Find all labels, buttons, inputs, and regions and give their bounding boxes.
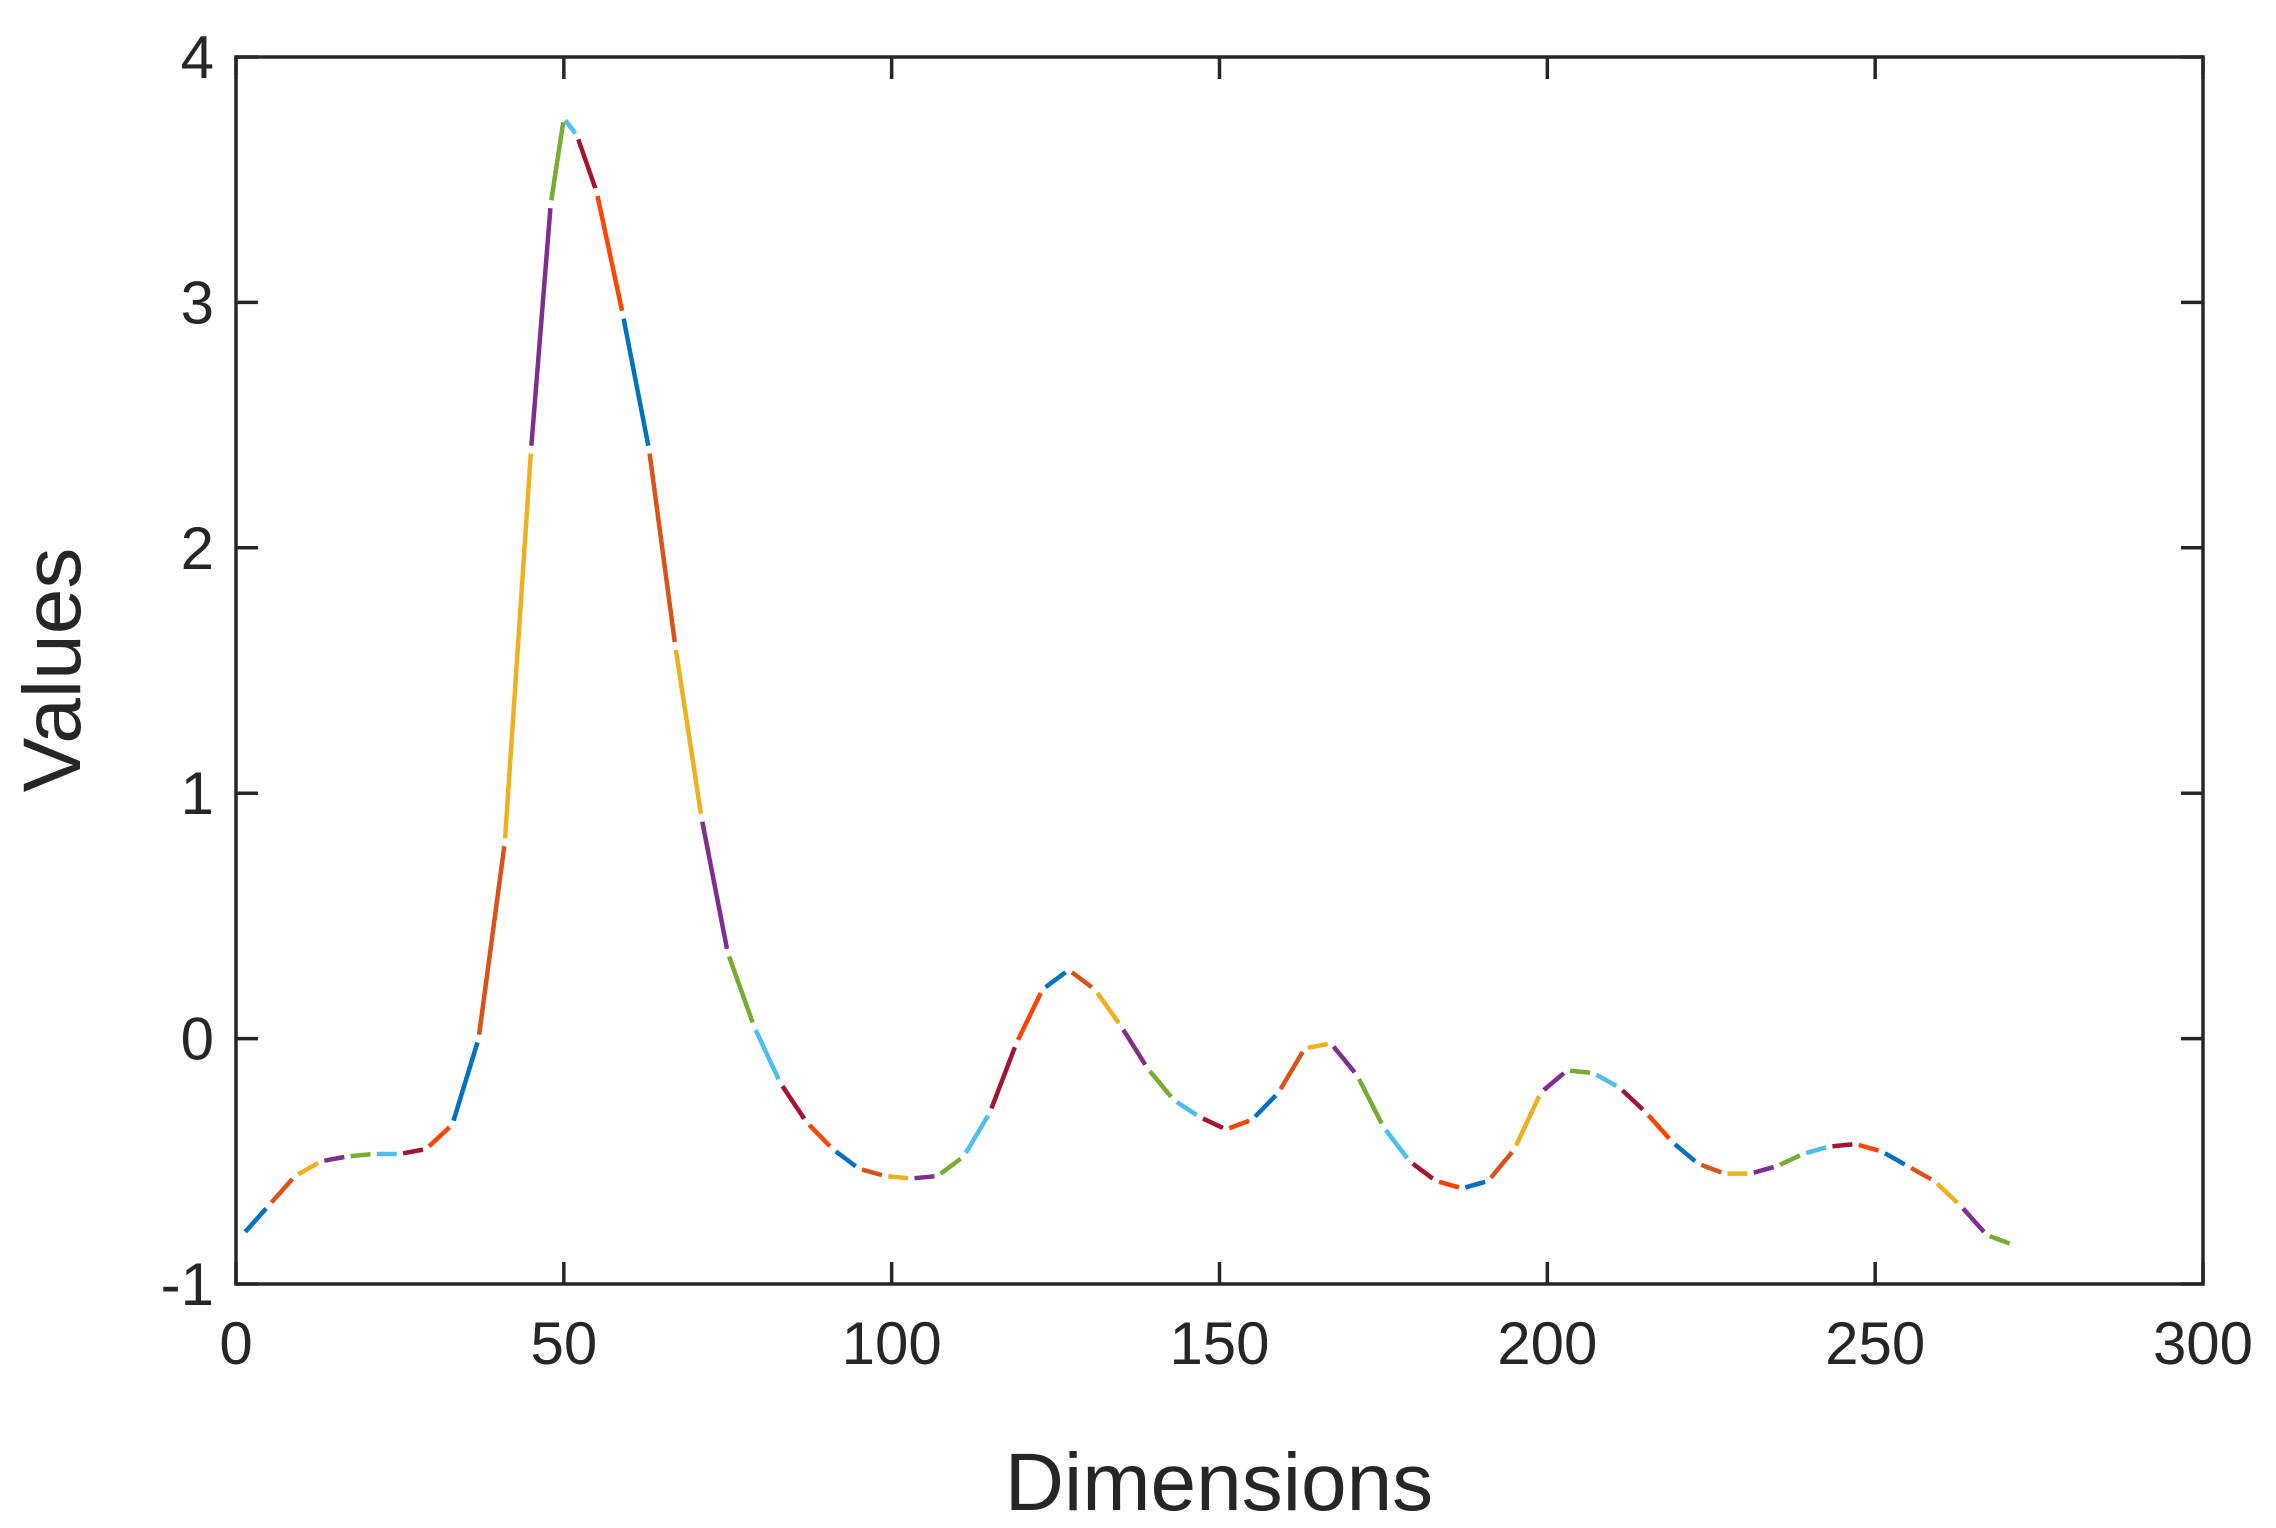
- line-segment: [1438, 1179, 1460, 1190]
- line-segment: [861, 1167, 883, 1178]
- line-segment: [673, 649, 704, 815]
- x-tick-label: 300: [2153, 1310, 2253, 1377]
- line-segment: [576, 138, 598, 189]
- line-segment: [888, 1174, 909, 1181]
- y-tick-label: 4: [181, 24, 214, 91]
- line-segment: [807, 1123, 832, 1148]
- line-segment: [1095, 991, 1121, 1025]
- line-segment: [1356, 1077, 1384, 1125]
- line-segment: [700, 821, 730, 950]
- y-tick-label: -1: [161, 1251, 214, 1318]
- y-axis-label: Values: [7, 548, 98, 793]
- line-segment: [549, 121, 566, 201]
- line-segment: [726, 955, 755, 1024]
- line-segment: [1673, 1142, 1697, 1163]
- line-segment: [269, 1177, 295, 1204]
- line-segment: [1858, 1142, 1880, 1153]
- line-segment: [621, 318, 651, 447]
- line-segment: [1489, 1150, 1514, 1180]
- line-segment: [1961, 1206, 1986, 1234]
- line-segment: [989, 1046, 1017, 1110]
- line-segment: [350, 1151, 371, 1159]
- line-segment: [1595, 1072, 1618, 1088]
- line-segment: [1015, 992, 1043, 1041]
- line-segment: [595, 195, 625, 312]
- y-tick-label: 2: [181, 515, 214, 582]
- series-layer: [243, 119, 2011, 1246]
- line-segment: [1384, 1128, 1410, 1160]
- line-segment: [427, 1125, 451, 1148]
- line-segment: [1464, 1179, 1486, 1190]
- line-segment: [1121, 1028, 1148, 1066]
- line-segment: [1228, 1118, 1250, 1131]
- y-tick-label: 0: [181, 1006, 214, 1073]
- line-segment: [1202, 1116, 1224, 1130]
- line-segment: [1411, 1161, 1435, 1181]
- x-tick-label: 250: [1825, 1310, 1925, 1377]
- line-segment: [1832, 1142, 1853, 1149]
- y-tick-label: 3: [181, 269, 214, 336]
- line-segment: [1070, 970, 1094, 989]
- line-segment: [297, 1161, 320, 1177]
- line-segment: [1514, 1095, 1542, 1147]
- line-segment: [1620, 1088, 1645, 1112]
- line-segment: [1307, 1041, 1329, 1051]
- line-segment: [939, 1156, 962, 1176]
- line-segment: [1175, 1100, 1198, 1117]
- line-segment: [780, 1084, 807, 1120]
- y-tick-label: 1: [181, 760, 214, 827]
- line-segment: [243, 1206, 268, 1234]
- line-segment: [963, 1114, 990, 1155]
- line-segment: [753, 1029, 781, 1081]
- x-tick-label: 50: [530, 1310, 597, 1377]
- line-segment: [323, 1154, 345, 1163]
- line-segment: [647, 453, 677, 643]
- line-segment: [1805, 1145, 1827, 1156]
- line-segment: [1278, 1050, 1305, 1091]
- line-segment: [1909, 1166, 1933, 1182]
- line-segment: [451, 1041, 480, 1122]
- line-segment: [1331, 1045, 1357, 1074]
- line-segment: [529, 208, 553, 446]
- line-segment: [476, 845, 507, 1035]
- x-tick-label: 100: [842, 1310, 942, 1377]
- line-segment: [1044, 970, 1067, 989]
- line-segment: [1253, 1093, 1278, 1119]
- plot-area: [236, 57, 2203, 1284]
- line-segment: [914, 1174, 935, 1181]
- line-segment: [1883, 1151, 1906, 1167]
- line-segment: [502, 453, 534, 839]
- line-segment: [1700, 1162, 1723, 1175]
- x-tick-label: 200: [1497, 1310, 1597, 1377]
- x-tick-label: 150: [1169, 1310, 1269, 1377]
- line-segment: [1753, 1164, 1775, 1175]
- line-segment: [402, 1147, 424, 1156]
- line-segment: [563, 119, 578, 135]
- line-segment: [1542, 1071, 1566, 1092]
- line-segment: [1148, 1069, 1173, 1099]
- line-segment: [1569, 1068, 1591, 1075]
- x-tick-label: 0: [219, 1310, 252, 1377]
- line-segment: [1779, 1153, 1801, 1167]
- x-axis-label: Dimensions: [1005, 1437, 1433, 1528]
- line-segment: [834, 1149, 858, 1169]
- line-segment: [1935, 1182, 1960, 1205]
- line-segment: [1646, 1113, 1671, 1141]
- line-segment: [1988, 1233, 2011, 1246]
